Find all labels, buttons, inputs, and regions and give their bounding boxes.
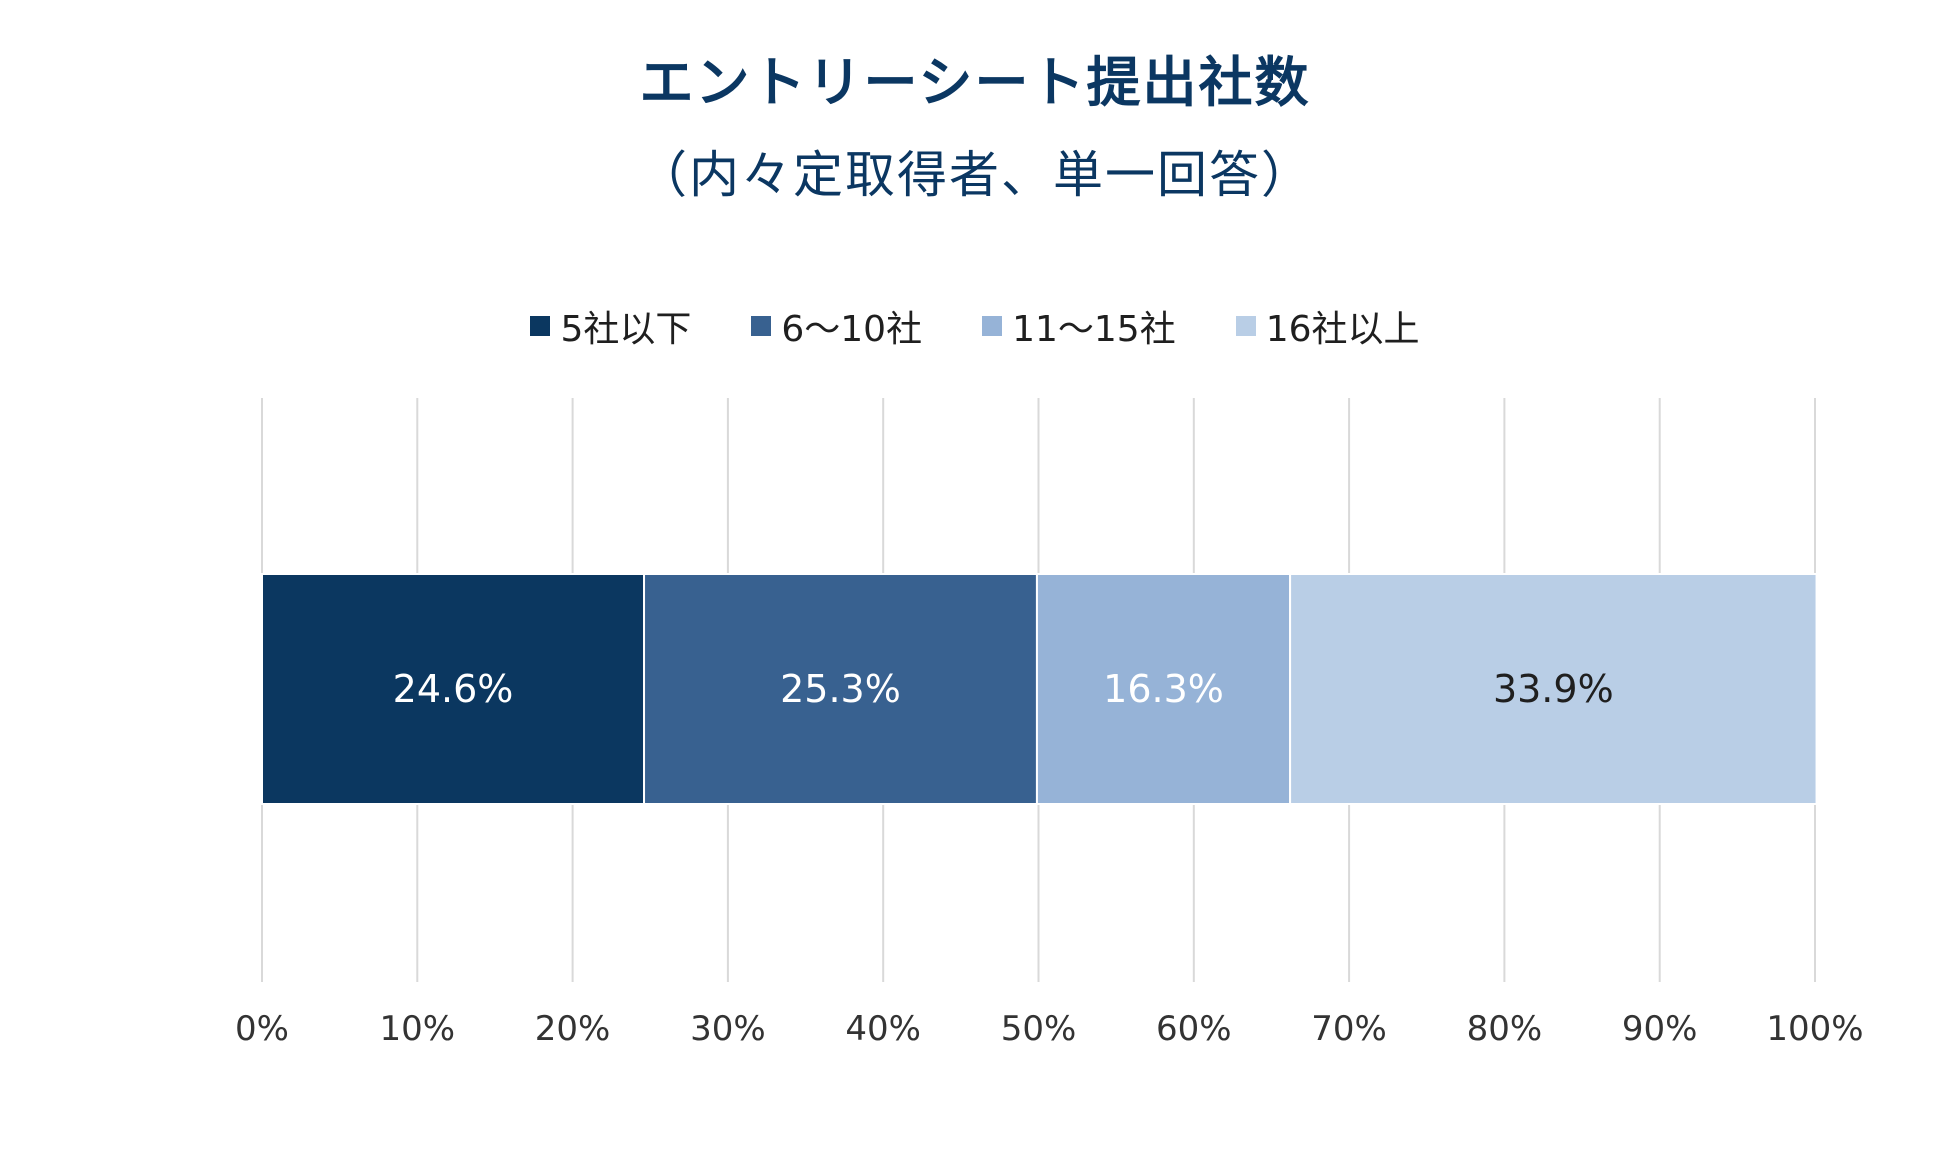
bar-segment-0 [261,573,646,805]
x-tick-label-3: 30% [690,1009,766,1049]
legend-label-0: 5社以下 [560,309,692,350]
x-tick-label-4: 40% [845,1009,921,1049]
data-label-3: 33.9% [1493,667,1614,711]
legend-item-0: 5社以下 [530,300,691,352]
x-tick-label-8: 80% [1467,1009,1543,1049]
chart-title: エントリーシート提出社数 [639,51,1311,114]
x-tick-label-5: 50% [1001,1009,1077,1049]
bar-segment-1 [643,573,1038,805]
x-tick-label-7: 70% [1311,1009,1387,1049]
data-label-1: 25.3% [780,667,901,711]
x-tick-label-9: 90% [1622,1009,1698,1049]
legend-item-1: 6〜10社 [751,300,922,352]
legend-swatch-3 [1235,316,1256,336]
x-tick-label-0: 0% [235,1009,289,1049]
x-tick-label-6: 60% [1156,1009,1232,1049]
legend-swatch-1 [751,316,772,336]
x-tick-label-2: 20% [535,1009,611,1049]
x-tick-label-10: 100% [1766,1009,1863,1049]
legend-swatch-0 [530,316,551,336]
legend: 5社以下 6〜10社 11〜15社 16社以上 [0,300,1950,352]
data-label-2: 16.3% [1103,667,1224,711]
chart-subtitle: （内々定取得者、単一回答） [637,146,1313,204]
bar-segment-3 [1289,573,1818,805]
data-label-0: 24.6% [393,667,514,711]
legend-label-3: 16社以上 [1265,309,1420,350]
legend-label-1: 6〜10社 [781,309,923,350]
legend-label-2: 11〜15社 [1012,309,1176,350]
x-tick-label-1: 10% [380,1009,456,1049]
bar-segment-2 [1035,573,1292,805]
legend-swatch-2 [982,316,1003,336]
legend-item-3: 16社以上 [1235,300,1420,352]
legend-item-2: 11〜15社 [982,300,1176,352]
